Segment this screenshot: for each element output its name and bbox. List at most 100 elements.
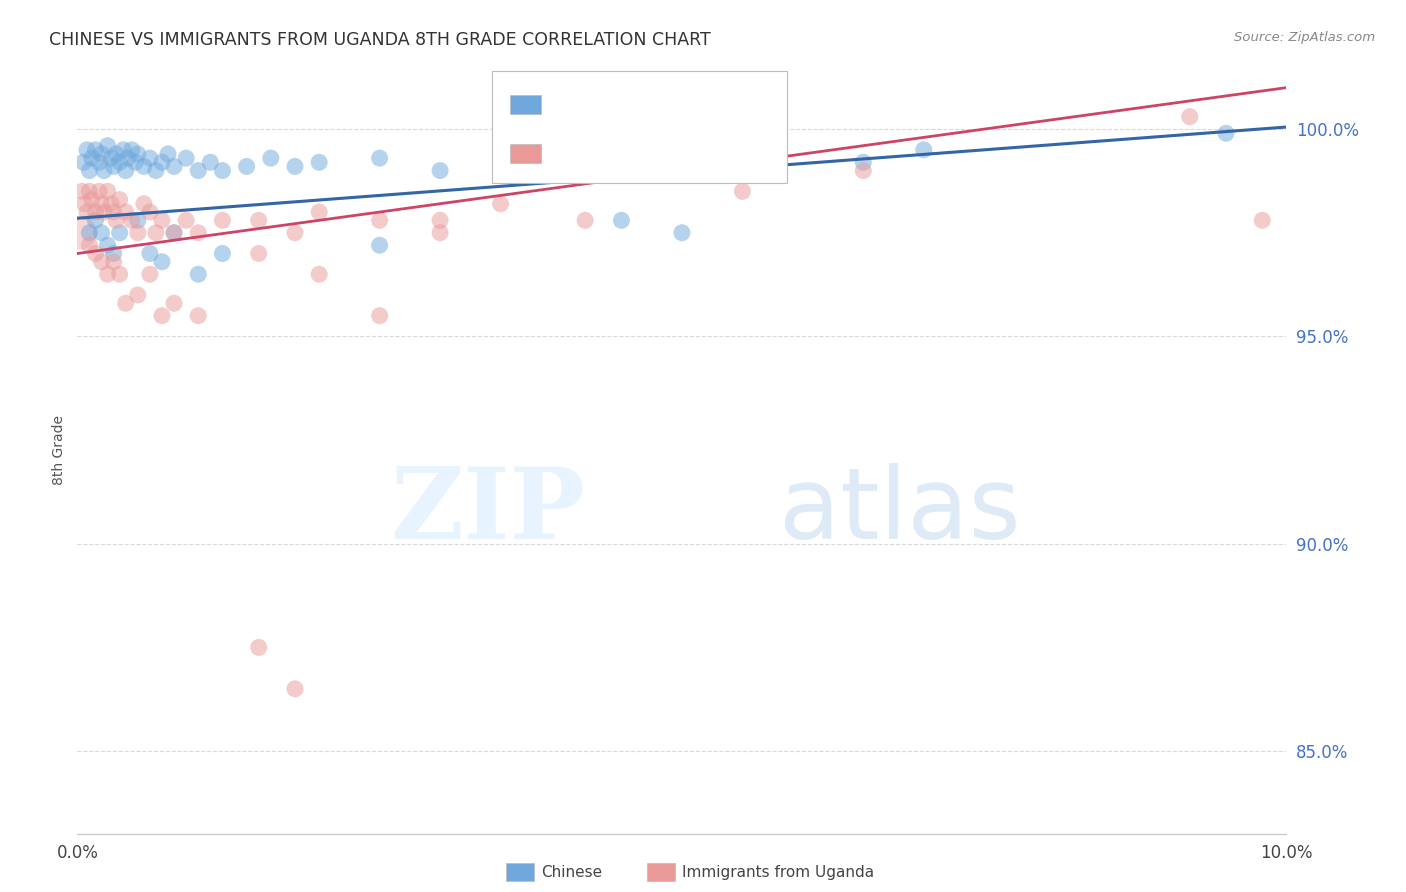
Point — [139, 246, 162, 260]
Point — [731, 151, 754, 165]
Point — [76, 205, 98, 219]
Point — [200, 155, 222, 169]
Point — [96, 138, 118, 153]
Point — [79, 226, 101, 240]
Point — [103, 254, 125, 268]
Point — [1178, 110, 1201, 124]
Point — [260, 151, 283, 165]
Point — [93, 205, 115, 219]
Point — [117, 151, 139, 165]
Point — [79, 238, 101, 252]
Point — [574, 213, 596, 227]
Point — [284, 681, 307, 696]
Point — [124, 155, 146, 169]
Point — [429, 163, 451, 178]
Point — [76, 143, 98, 157]
Point — [912, 143, 935, 157]
Text: N =: N = — [645, 95, 693, 113]
Point — [187, 267, 209, 281]
Point — [157, 147, 180, 161]
Point — [1215, 126, 1237, 140]
Point — [150, 213, 173, 227]
Point — [429, 226, 451, 240]
Point — [489, 196, 512, 211]
Point — [84, 143, 107, 157]
Point — [174, 151, 197, 165]
Point — [284, 160, 307, 174]
Point — [163, 160, 186, 174]
Point — [103, 205, 125, 219]
Point — [127, 226, 149, 240]
Text: 59: 59 — [697, 95, 723, 113]
Point — [145, 163, 167, 178]
Point — [610, 143, 633, 157]
Point — [368, 151, 391, 165]
Point — [489, 151, 512, 165]
Point — [114, 163, 136, 178]
Point — [731, 184, 754, 198]
Point — [145, 226, 167, 240]
Point — [100, 196, 122, 211]
Point — [163, 226, 186, 240]
Point — [150, 309, 173, 323]
Point — [69, 226, 91, 240]
Point — [114, 296, 136, 310]
Text: atlas: atlas — [779, 463, 1021, 560]
Point — [1251, 213, 1274, 227]
Point — [150, 254, 173, 268]
Point — [139, 205, 162, 219]
Text: CHINESE VS IMMIGRANTS FROM UGANDA 8TH GRADE CORRELATION CHART: CHINESE VS IMMIGRANTS FROM UGANDA 8TH GR… — [49, 31, 711, 49]
Text: Immigrants from Uganda: Immigrants from Uganda — [682, 865, 875, 880]
Point — [308, 205, 330, 219]
Point — [368, 213, 391, 227]
Point — [114, 205, 136, 219]
Point — [284, 226, 307, 240]
Point — [187, 163, 209, 178]
Point — [150, 155, 173, 169]
Point — [211, 246, 233, 260]
Text: N =: N = — [645, 145, 693, 162]
Point — [96, 184, 118, 198]
Point — [429, 213, 451, 227]
Point — [96, 267, 118, 281]
Point — [235, 160, 257, 174]
Point — [132, 196, 155, 211]
Point — [247, 640, 270, 655]
Point — [368, 238, 391, 252]
Point — [90, 254, 112, 268]
Point — [84, 213, 107, 227]
Point — [308, 155, 330, 169]
Point — [79, 184, 101, 198]
Point — [163, 296, 186, 310]
Point — [70, 184, 93, 198]
Point — [132, 160, 155, 174]
Point — [163, 226, 186, 240]
Point — [550, 147, 572, 161]
Point — [108, 226, 131, 240]
Text: R =: R = — [550, 95, 586, 113]
Point — [121, 213, 143, 227]
Point — [112, 143, 135, 157]
Point — [90, 196, 112, 211]
Point — [72, 155, 94, 169]
Point — [127, 213, 149, 227]
Point — [139, 151, 162, 165]
Text: 0.325: 0.325 — [592, 145, 648, 162]
Text: 52: 52 — [697, 145, 723, 162]
Point — [852, 163, 875, 178]
Point — [121, 143, 143, 157]
Y-axis label: 8th Grade: 8th Grade — [52, 416, 66, 485]
Point — [610, 213, 633, 227]
Text: 0.192: 0.192 — [592, 95, 648, 113]
Text: ZIP: ZIP — [391, 463, 585, 560]
Point — [73, 196, 96, 211]
Text: Source: ZipAtlas.com: Source: ZipAtlas.com — [1234, 31, 1375, 45]
Point — [103, 160, 125, 174]
Point — [247, 213, 270, 227]
Point — [84, 205, 107, 219]
Point — [87, 184, 110, 198]
Point — [127, 147, 149, 161]
Point — [671, 226, 693, 240]
Point — [103, 246, 125, 260]
Point — [139, 267, 162, 281]
